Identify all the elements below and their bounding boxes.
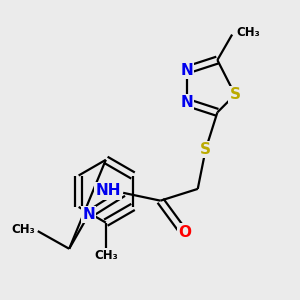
Text: CH₃: CH₃ [11,223,35,236]
Text: S: S [200,142,211,157]
Text: NH: NH [96,183,121,198]
Text: O: O [178,225,191,240]
Text: N: N [180,63,193,78]
Text: S: S [230,87,241,102]
Text: CH₃: CH₃ [236,26,260,39]
Text: CH₃: CH₃ [94,248,118,262]
Text: N: N [180,95,193,110]
Text: N: N [82,207,95,222]
